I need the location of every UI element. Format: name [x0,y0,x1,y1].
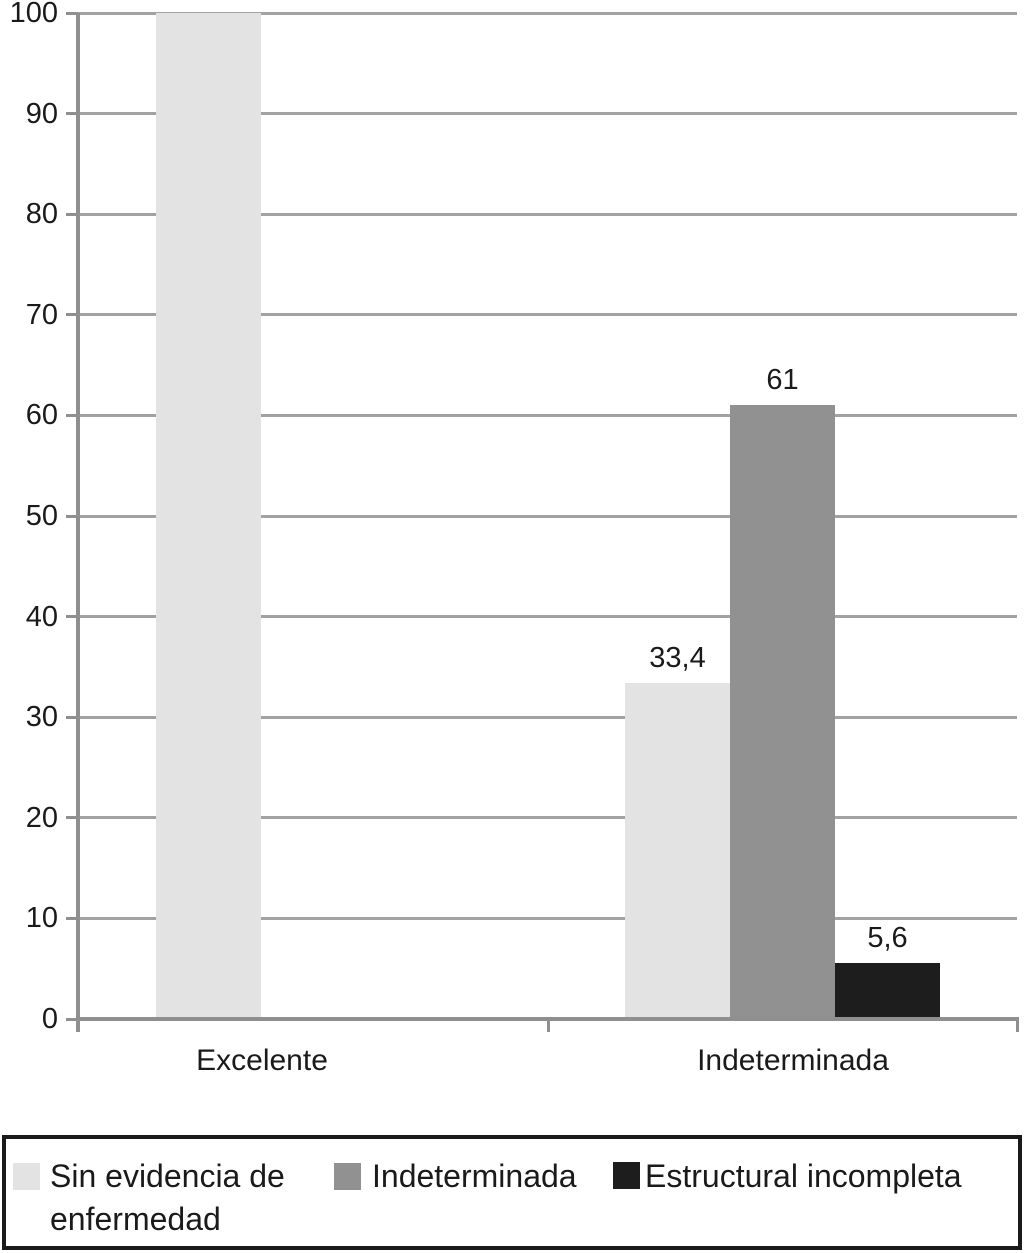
y-tick [66,615,78,619]
legend-swatch-estructural [613,1162,640,1189]
y-tick-label: 30 [25,701,58,734]
y-tick-label: 80 [25,198,58,231]
y-tick [66,514,78,518]
gridline [78,514,1017,518]
bar [730,405,835,1019]
y-tick-label: 90 [25,97,58,130]
gridline [78,413,1017,417]
x-category-label: Excelente [196,1044,328,1077]
y-tick [66,212,78,216]
bar-value-label: 5,6 [867,921,908,954]
y-tick [66,1017,78,1021]
y-tick [66,313,78,317]
legend-label-sin-evidencia: Sin evidencia de enfermedad [50,1158,285,1237]
bar [835,962,940,1019]
y-axis [76,13,80,1032]
gridline [78,313,1017,317]
gridline [78,916,1017,920]
y-tick-label: 100 [9,0,58,29]
gridline [78,816,1017,820]
y-tick-label: 50 [25,500,58,532]
gridline [78,11,1017,15]
y-tick-label: 0 [41,1003,58,1035]
y-tick [66,715,78,719]
x-tick [1015,1019,1019,1032]
legend-swatch-indeterminada [334,1163,361,1190]
gridline [78,715,1017,719]
y-tick-label: 40 [25,600,58,633]
bar-value-label: 61 [766,364,799,397]
bar-value-label: 33,4 [649,641,706,674]
legend-label-indeterminada: Indeterminada [372,1158,577,1194]
y-tick [66,413,78,417]
x-category-label: Indeterminada [697,1044,889,1077]
gridline [78,112,1017,116]
bar [625,682,730,1019]
gridline [78,212,1017,216]
legend-swatch-sin-evidencia [13,1163,40,1190]
y-tick-label: 70 [25,298,58,331]
x-tick [546,1019,550,1032]
y-tick [66,112,78,116]
y-tick-label: 20 [25,801,58,834]
y-tick [66,816,78,820]
gridline [78,615,1017,619]
y-tick-label: 10 [25,902,58,935]
y-tick [66,916,78,920]
legend-label-estructural: Estructural incompleta [645,1158,962,1194]
y-tick [66,11,78,15]
y-tick-label: 60 [25,399,58,432]
chart-legend: Sin evidencia de enfermedad Indeterminad… [2,1135,1022,1250]
bar [155,13,261,1019]
